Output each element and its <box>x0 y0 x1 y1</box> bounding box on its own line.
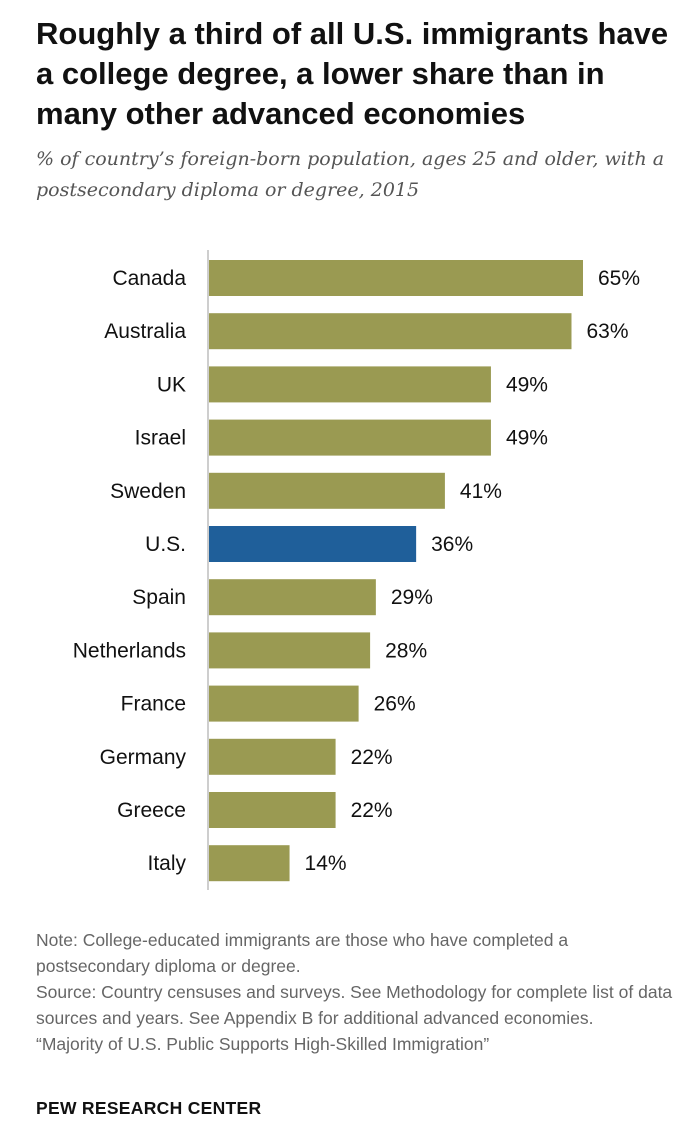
bar-germany <box>209 738 336 775</box>
value-label: 29% <box>391 586 433 609</box>
bar-greece <box>209 792 336 828</box>
bar-chart-svg: Canada 65% Australia 63% UK 49% Israel 49% Swede… <box>73 250 640 890</box>
category-label: Italy <box>147 852 186 875</box>
value-label: 49% <box>506 373 548 396</box>
bar-australia <box>209 313 572 350</box>
category-label: France <box>121 693 186 716</box>
chart-title: Roughly a third of all U.S. immigrants h… <box>36 16 669 131</box>
bar-italy <box>209 845 290 882</box>
category-label: Germany <box>100 746 187 769</box>
category-label: Greece <box>117 799 186 822</box>
notes-block: Note: College-educated immigrants are th… <box>36 927 676 1057</box>
category-label: Spain <box>132 586 186 609</box>
bar-netherlands <box>209 632 371 669</box>
category-label: Canada <box>112 267 186 290</box>
bar-sweden <box>209 472 445 509</box>
value-label: 26% <box>374 693 416 716</box>
bar-canada <box>209 260 583 296</box>
category-label: U.S. <box>145 533 186 556</box>
value-label: 14% <box>305 852 347 875</box>
bar-spain <box>209 579 376 616</box>
value-label: 63% <box>586 320 628 343</box>
value-label: 65% <box>598 267 640 290</box>
value-label: 49% <box>506 427 548 450</box>
value-label: 36% <box>431 533 473 556</box>
value-label: 22% <box>351 799 393 822</box>
bar-uk <box>209 366 491 403</box>
category-label: UK <box>157 373 186 396</box>
value-label: 22% <box>351 746 393 769</box>
brand-logo-text: PEW RESEARCH CENTER <box>36 1098 262 1118</box>
source-text: Source: Country censuses and surveys. Se… <box>36 982 673 1028</box>
bar-u-s <box>209 526 417 562</box>
category-label: Sweden <box>110 480 186 503</box>
category-label: Israel <box>135 427 186 450</box>
category-label: Netherlands <box>73 639 186 662</box>
chart-subtitle: % of country’s foreign-born population, … <box>36 148 665 201</box>
value-label: 28% <box>385 639 427 662</box>
bar-israel <box>209 419 491 456</box>
report-title: “Majority of U.S. Public Supports High-S… <box>36 1034 490 1054</box>
note-text: Note: College-educated immigrants are th… <box>36 930 569 976</box>
bar-france <box>209 685 359 722</box>
bar-chart: Canada 65% Australia 63% UK 49% Israel 49% Swede… <box>0 250 690 890</box>
category-label: Australia <box>104 320 186 343</box>
value-label: 41% <box>460 480 502 503</box>
